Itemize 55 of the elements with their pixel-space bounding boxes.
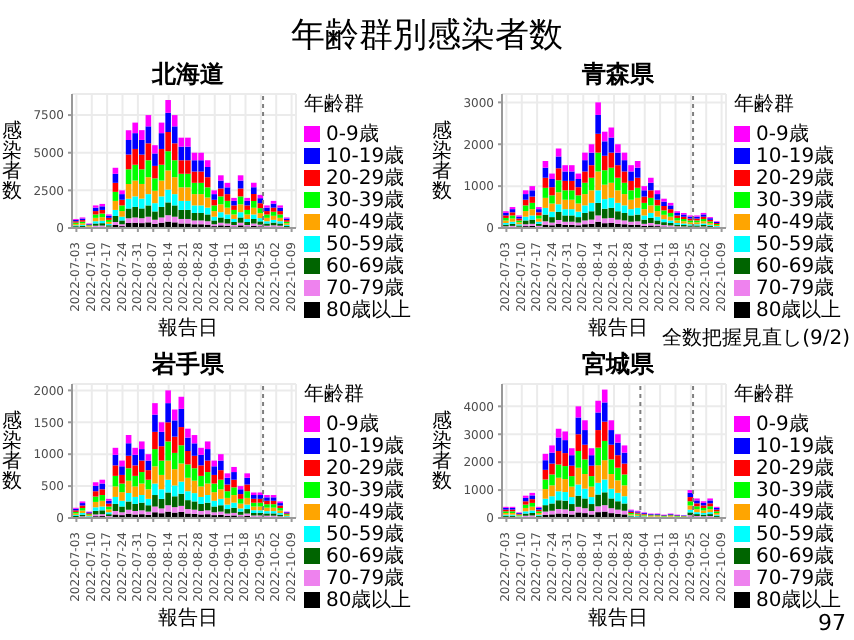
legend-title: 年齢群 bbox=[734, 381, 796, 408]
legend-label: 80歳以上 bbox=[754, 298, 844, 321]
ref-line-label: 全数把握見直し(9/2) bbox=[662, 325, 850, 352]
y-axis-title: 感染者数 bbox=[2, 119, 22, 203]
legend-title: 年齢群 bbox=[304, 381, 366, 408]
legend-label: 10-19歳 bbox=[324, 144, 407, 167]
legend-label: 80歳以上 bbox=[324, 298, 414, 321]
legend-label: 70-79歳 bbox=[754, 276, 835, 299]
legend-label: 20-29歳 bbox=[754, 166, 837, 189]
legend-title: 年齢群 bbox=[734, 91, 796, 118]
legend-label: 70-79歳 bbox=[324, 276, 405, 299]
legend-label: 20-29歳 bbox=[324, 166, 407, 189]
legend-label: 80歳以上 bbox=[754, 588, 844, 611]
legend-label: 60-69歳 bbox=[754, 254, 837, 277]
x-axis-title: 報告日 bbox=[156, 318, 220, 342]
text: 年齢群別感染者数 bbox=[289, 14, 565, 58]
chart-title: 岩手県 bbox=[150, 348, 226, 382]
y-axis-title: 感染者数 bbox=[432, 119, 452, 203]
legend-label: 10-19歳 bbox=[754, 434, 837, 457]
legend-label: 40-49歳 bbox=[324, 210, 407, 233]
legend-label: 20-29歳 bbox=[754, 456, 837, 479]
legend-label: 0-9歳 bbox=[754, 122, 811, 145]
legend-label: 10-19歳 bbox=[324, 434, 407, 457]
chart-title: 宮城県 bbox=[580, 348, 656, 382]
legend-label: 0-9歳 bbox=[754, 412, 811, 435]
text: 97 bbox=[818, 610, 846, 636]
legend-label: 60-69歳 bbox=[754, 544, 837, 567]
legend-label: 0-9歳 bbox=[324, 122, 381, 145]
legend-label: 70-79歳 bbox=[754, 566, 835, 589]
legend-label: 40-49歳 bbox=[754, 500, 837, 523]
legend-label: 50-59歳 bbox=[324, 522, 407, 545]
legend-label: 30-39歳 bbox=[754, 188, 837, 211]
chart-title: 北海道 bbox=[149, 58, 226, 92]
legend-label: 40-49歳 bbox=[754, 210, 837, 233]
y-axis-title: 感染者数 bbox=[432, 409, 452, 493]
x-axis-title: 報告日 bbox=[588, 318, 648, 340]
legend-label: 50-59歳 bbox=[324, 232, 407, 255]
chart-title: 青森県 bbox=[580, 58, 656, 92]
x-axis-title: 報告日 bbox=[586, 608, 650, 632]
x-axis-title: 報告日 bbox=[156, 608, 220, 632]
legend-title: 年齢群 bbox=[304, 91, 366, 118]
legend-label: 50-59歳 bbox=[754, 522, 837, 545]
legend-label: 0-9歳 bbox=[324, 412, 381, 435]
legend-label: 30-39歳 bbox=[324, 188, 407, 211]
legend-label: 40-49歳 bbox=[324, 500, 407, 523]
legend-label: 20-29歳 bbox=[324, 456, 407, 479]
legend-label: 80歳以上 bbox=[324, 588, 414, 611]
legend-label: 10-19歳 bbox=[754, 144, 837, 167]
legend-label: 30-39歳 bbox=[754, 478, 837, 501]
legend-label: 60-69歳 bbox=[324, 254, 407, 277]
legend-label: 70-79歳 bbox=[324, 566, 405, 589]
y-axis-title: 感染者数 bbox=[2, 409, 22, 493]
legend-label: 30-39歳 bbox=[324, 478, 407, 501]
legend-label: 50-59歳 bbox=[754, 232, 837, 255]
legend-label: 60-69歳 bbox=[324, 544, 407, 567]
